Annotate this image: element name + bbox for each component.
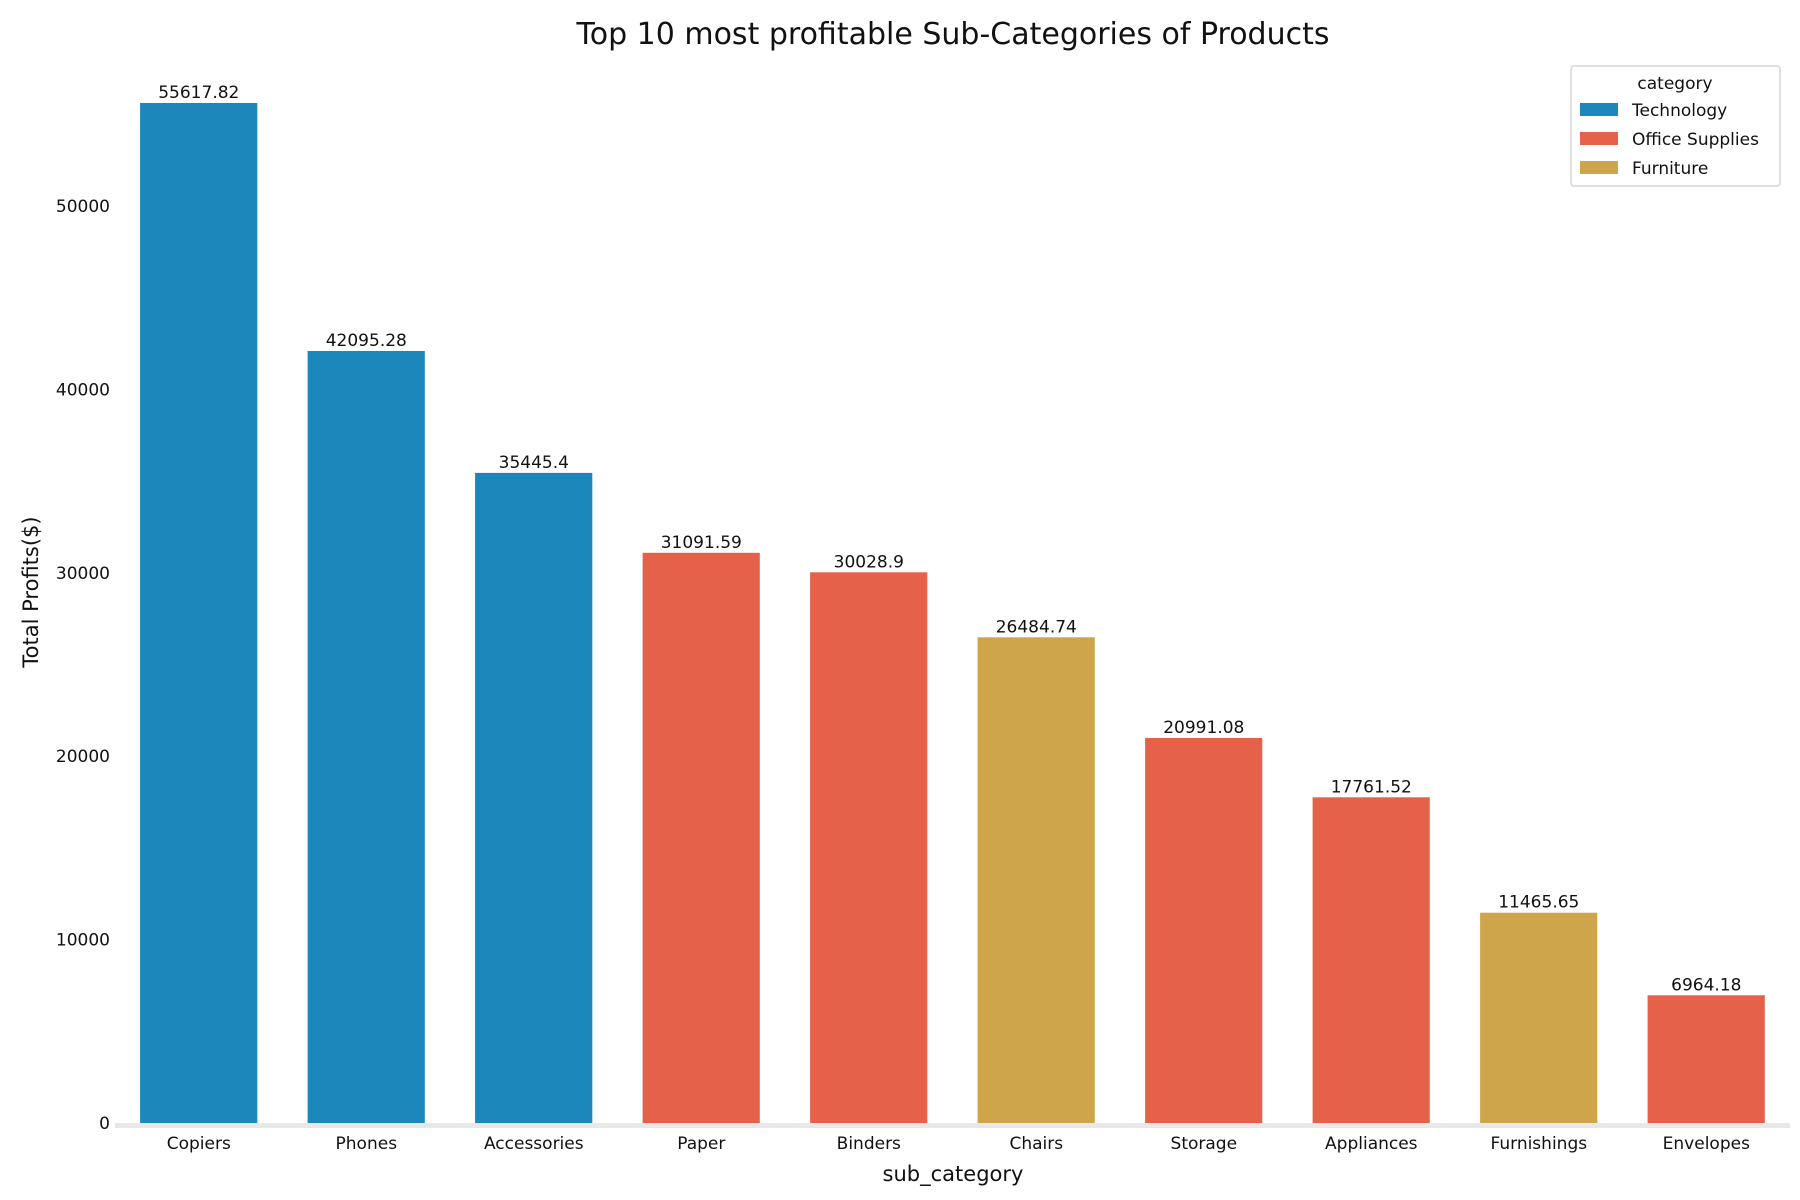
data-label-chairs: 26484.74 <box>996 617 1077 637</box>
legend-swatch-furniture <box>1580 161 1618 174</box>
data-label-paper: 31091.59 <box>661 533 742 553</box>
legend-swatch-technology <box>1580 103 1618 116</box>
chart-title: Top 10 most profitable Sub-Categories of… <box>575 17 1329 52</box>
x-tick-furnishings: Furnishings <box>1491 1134 1588 1154</box>
x-axis-label: sub_category <box>883 1162 1024 1187</box>
x-tick-paper: Paper <box>677 1134 725 1154</box>
y-tick-50000: 50000 <box>56 197 110 217</box>
y-tick-30000: 30000 <box>56 564 110 584</box>
bar-copiers <box>140 103 258 1123</box>
legend-box <box>1570 65 1781 187</box>
x-tick-phones: Phones <box>336 1134 398 1154</box>
data-label-copiers: 55617.82 <box>158 83 239 103</box>
y-tick-0: 0 <box>99 1114 110 1134</box>
bars-group <box>140 103 1765 1123</box>
y-tick-20000: 20000 <box>56 747 110 767</box>
data-label-storage: 20991.08 <box>1163 718 1244 738</box>
bar-appliances <box>1312 797 1430 1123</box>
x-tick-copiers: Copiers <box>167 1134 231 1154</box>
legend-title: category <box>1637 74 1712 94</box>
data-label-accessories: 35445.4 <box>499 453 569 473</box>
bar-furnishings <box>1480 912 1598 1123</box>
x-tick-appliances: Appliances <box>1325 1134 1418 1154</box>
data-label-binders: 30028.9 <box>834 552 904 572</box>
bar-envelopes <box>1647 995 1765 1123</box>
x-tick-envelopes: Envelopes <box>1663 1134 1750 1154</box>
bar-chairs <box>977 637 1095 1123</box>
bar-binders <box>810 572 928 1123</box>
x-tick-chairs: Chairs <box>1009 1134 1063 1154</box>
legend-label-technology: Technology <box>1631 101 1727 121</box>
x-tick-labels: Copiers Phones Accessories Paper Binders Chai… <box>167 1134 1750 1154</box>
data-label-phones: 42095.28 <box>326 331 407 351</box>
bar-phones <box>307 351 425 1123</box>
data-labels-group: 55617.82 42095.28 35445.4 31091.59 30028.9 26… <box>158 83 1741 995</box>
y-tick-10000: 10000 <box>56 931 110 951</box>
y-tick-labels: 0 10000 20000 30000 40000 50000 <box>56 197 110 1134</box>
x-tick-storage: Storage <box>1171 1134 1238 1154</box>
data-label-envelopes: 6964.18 <box>1671 975 1741 995</box>
legend: category Technology Office Supplies Furnit… <box>1570 65 1781 187</box>
bar-storage <box>1145 738 1263 1123</box>
x-tick-accessories: Accessories <box>484 1134 584 1154</box>
legend-label-furniture: Furniture <box>1632 159 1708 179</box>
legend-swatch-office-supplies <box>1580 132 1618 145</box>
y-axis-label: Total Profits($) <box>19 516 43 668</box>
y-tick-40000: 40000 <box>56 380 110 400</box>
x-axis-line <box>115 1123 1790 1128</box>
data-label-furnishings: 11465.65 <box>1498 893 1579 913</box>
bar-accessories <box>475 472 593 1123</box>
data-label-appliances: 17761.52 <box>1331 777 1412 797</box>
legend-entries: Technology Office Supplies Furniture <box>1580 101 1759 179</box>
bar-paper <box>642 552 760 1123</box>
x-tick-binders: Binders <box>837 1134 901 1154</box>
legend-label-office-supplies: Office Supplies <box>1632 130 1759 150</box>
